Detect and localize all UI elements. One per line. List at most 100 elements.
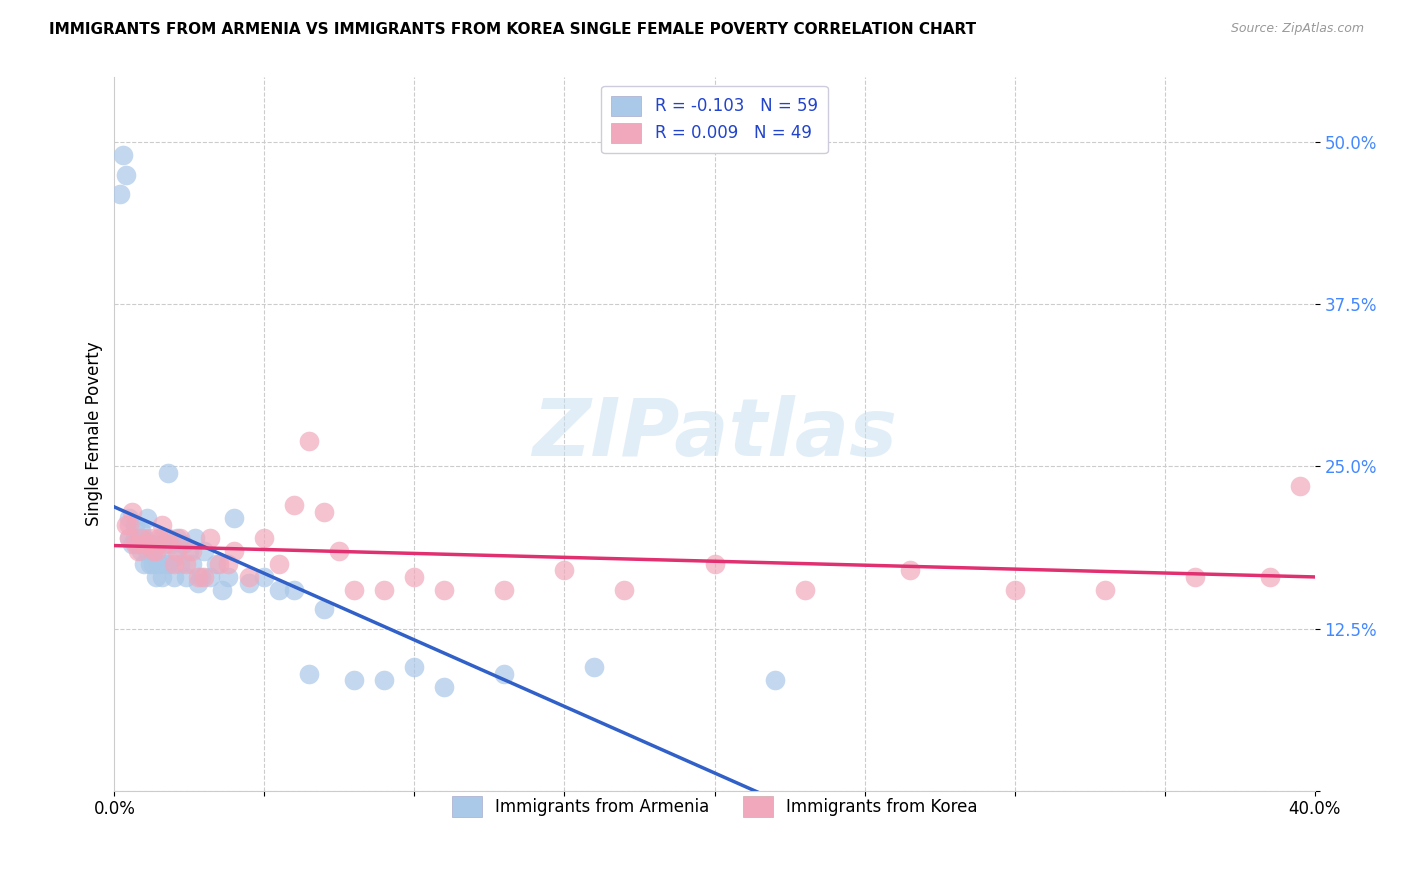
Point [193, 543, 215, 558]
Point [155, 557, 177, 571]
Point [343, 582, 366, 597]
Point [145, 569, 167, 583]
Point [793, 582, 815, 597]
Point [553, 563, 575, 577]
Point [1288, 479, 1310, 493]
Point [200, 531, 222, 545]
Point [1004, 582, 1026, 597]
Point [131, 531, 153, 545]
Y-axis label: Single Female Poverty: Single Female Poverty [86, 342, 103, 526]
Point [127, 543, 149, 558]
Point [217, 557, 239, 571]
Point [145, 550, 167, 565]
Point [253, 531, 276, 545]
Point [224, 543, 246, 558]
Point [1258, 569, 1281, 583]
Text: IMMIGRANTS FROM ARMENIA VS IMMIGRANTS FROM KOREA SINGLE FEMALE POVERTY CORRELATI: IMMIGRANTS FROM ARMENIA VS IMMIGRANTS FR… [49, 22, 976, 37]
Point [152, 531, 174, 545]
Point [763, 673, 786, 688]
Point [253, 569, 276, 583]
Point [298, 434, 321, 448]
Point [152, 517, 174, 532]
Point [283, 499, 305, 513]
Point [115, 168, 138, 182]
Point [142, 543, 165, 558]
Point [157, 531, 180, 545]
Point [118, 511, 141, 525]
Point [124, 531, 146, 545]
Point [190, 569, 212, 583]
Point [211, 582, 233, 597]
Point [145, 543, 167, 558]
Point [134, 537, 156, 551]
Point [172, 537, 194, 551]
Point [152, 569, 174, 583]
Text: Source: ZipAtlas.com: Source: ZipAtlas.com [1230, 22, 1364, 36]
Point [112, 148, 135, 162]
Point [283, 582, 305, 597]
Point [269, 557, 291, 571]
Point [494, 582, 516, 597]
Point [110, 187, 132, 202]
Point [115, 517, 138, 532]
Point [433, 680, 456, 694]
Point [187, 569, 209, 583]
Point [494, 666, 516, 681]
Point [134, 531, 156, 545]
Point [373, 673, 395, 688]
Point [142, 543, 165, 558]
Point [160, 537, 183, 551]
Point [163, 569, 186, 583]
Point [148, 557, 170, 571]
Point [328, 543, 350, 558]
Point [131, 543, 153, 558]
Point [118, 517, 141, 532]
Point [118, 531, 141, 545]
Point [136, 511, 159, 525]
Point [314, 505, 336, 519]
Point [179, 543, 201, 558]
Point [583, 660, 606, 674]
Point [169, 531, 191, 545]
Point [1094, 582, 1116, 597]
Point [238, 569, 260, 583]
Point [157, 557, 180, 571]
Point [121, 505, 143, 519]
Point [184, 531, 207, 545]
Point [343, 673, 366, 688]
Point [238, 576, 260, 591]
Point [121, 537, 143, 551]
Point [298, 666, 321, 681]
Point [205, 557, 228, 571]
Point [373, 582, 395, 597]
Point [181, 543, 204, 558]
Point [148, 531, 170, 545]
Point [187, 576, 209, 591]
Point [404, 660, 426, 674]
Point [163, 550, 186, 565]
Point [139, 537, 162, 551]
Point [118, 531, 141, 545]
Point [124, 517, 146, 532]
Point [163, 557, 186, 571]
Point [314, 602, 336, 616]
Point [224, 511, 246, 525]
Point [127, 537, 149, 551]
Point [139, 531, 162, 545]
Point [217, 569, 239, 583]
Point [157, 466, 180, 480]
Point [433, 582, 456, 597]
Point [134, 557, 156, 571]
Point [1184, 569, 1206, 583]
Point [142, 557, 165, 571]
Point [148, 537, 170, 551]
Point [176, 569, 198, 583]
Point [181, 557, 204, 571]
Point [269, 582, 291, 597]
Point [404, 569, 426, 583]
Point [155, 537, 177, 551]
Point [898, 563, 921, 577]
Point [166, 543, 188, 558]
Point [200, 569, 222, 583]
Point [131, 524, 153, 539]
